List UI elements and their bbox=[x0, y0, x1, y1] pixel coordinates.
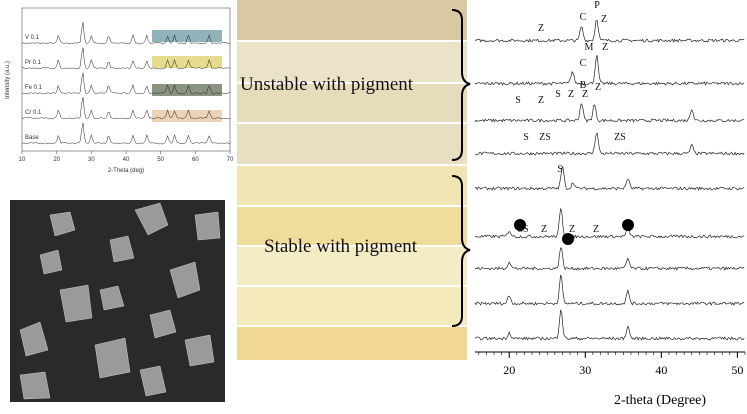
band bbox=[237, 207, 467, 245]
peak-label: S bbox=[555, 89, 561, 100]
panel-label: Stable with pigment bbox=[264, 236, 418, 257]
x-label: 2-theta (Degree) bbox=[614, 393, 706, 408]
peak-label: Z bbox=[568, 89, 574, 100]
tick-label: 70 bbox=[227, 157, 234, 163]
band bbox=[237, 0, 467, 40]
peak-label: Z bbox=[593, 224, 599, 235]
series-label: Cr 0.1 bbox=[25, 110, 42, 116]
peak-label: Z bbox=[538, 95, 544, 106]
pattern bbox=[474, 19, 745, 43]
band bbox=[237, 84, 467, 122]
peak-label: Z bbox=[541, 224, 547, 235]
series-label: Fe 0.1 bbox=[25, 85, 43, 91]
x-label: 2-Theta (deg) bbox=[108, 168, 144, 174]
peak-label: ZS bbox=[614, 132, 626, 143]
tick-label: 60 bbox=[192, 157, 199, 163]
peak-label: Z bbox=[569, 224, 575, 235]
band bbox=[237, 287, 467, 325]
tick-label: 50 bbox=[731, 363, 743, 377]
band bbox=[237, 124, 467, 164]
band bbox=[237, 166, 467, 205]
tick-label: 30 bbox=[579, 363, 591, 377]
pattern bbox=[474, 274, 745, 306]
swatch bbox=[152, 30, 222, 42]
peak-label: Z bbox=[595, 82, 601, 93]
tick-label: 30 bbox=[88, 157, 95, 163]
peak-label: S bbox=[515, 95, 521, 106]
pattern bbox=[474, 166, 745, 191]
tick-label: 40 bbox=[123, 157, 130, 163]
tick-label: 40 bbox=[655, 363, 667, 377]
inset-chart: Intensity (a.u.) 2-Theta (deg) 10 20 30 40 5… bbox=[5, 7, 234, 174]
sem-image bbox=[10, 200, 225, 402]
pattern bbox=[474, 131, 745, 156]
series-label: Base bbox=[25, 135, 39, 141]
pattern bbox=[21, 72, 230, 95]
peak-label: Z bbox=[538, 23, 544, 34]
pattern bbox=[21, 97, 231, 120]
band bbox=[237, 247, 467, 285]
brace bbox=[451, 175, 471, 327]
series-label: Pr 0.1 bbox=[25, 60, 42, 66]
brace bbox=[451, 9, 471, 161]
peak-label: ZS bbox=[539, 132, 551, 143]
peak-label: Z bbox=[582, 89, 588, 100]
pattern bbox=[474, 247, 745, 271]
panel-label: Unstable with pigment bbox=[240, 74, 414, 95]
color-bands bbox=[237, 0, 467, 360]
marker bbox=[514, 219, 526, 231]
peak-label: C bbox=[580, 58, 587, 69]
peak-label: Z bbox=[601, 14, 607, 25]
peak-label: Z bbox=[602, 42, 608, 53]
tick-label: 10 bbox=[19, 157, 26, 163]
y-label: Intensity (a.u.) bbox=[5, 61, 11, 99]
peak-label: P bbox=[594, 0, 600, 11]
pattern bbox=[474, 103, 745, 123]
tick-label: 20 bbox=[53, 157, 60, 163]
marker bbox=[622, 219, 634, 231]
series-label: V 0.1 bbox=[25, 35, 40, 41]
tick-label: 20 bbox=[503, 363, 515, 377]
pattern bbox=[474, 208, 745, 239]
peak-label: S bbox=[557, 164, 563, 175]
pattern bbox=[474, 309, 745, 341]
peak-label: S bbox=[523, 132, 529, 143]
peak-label: M bbox=[585, 42, 594, 53]
band bbox=[237, 327, 467, 360]
tick-label: 50 bbox=[157, 157, 164, 163]
peak-label: C bbox=[580, 12, 587, 23]
band bbox=[237, 42, 467, 82]
inset-frame bbox=[21, 7, 231, 152]
pattern bbox=[21, 47, 231, 70]
marker bbox=[562, 233, 574, 245]
peak-label: B bbox=[580, 80, 587, 91]
pattern bbox=[21, 22, 231, 45]
peak-label: SS bbox=[517, 224, 528, 235]
swatch bbox=[152, 110, 222, 122]
pattern bbox=[474, 55, 745, 86]
pattern bbox=[21, 122, 231, 145]
